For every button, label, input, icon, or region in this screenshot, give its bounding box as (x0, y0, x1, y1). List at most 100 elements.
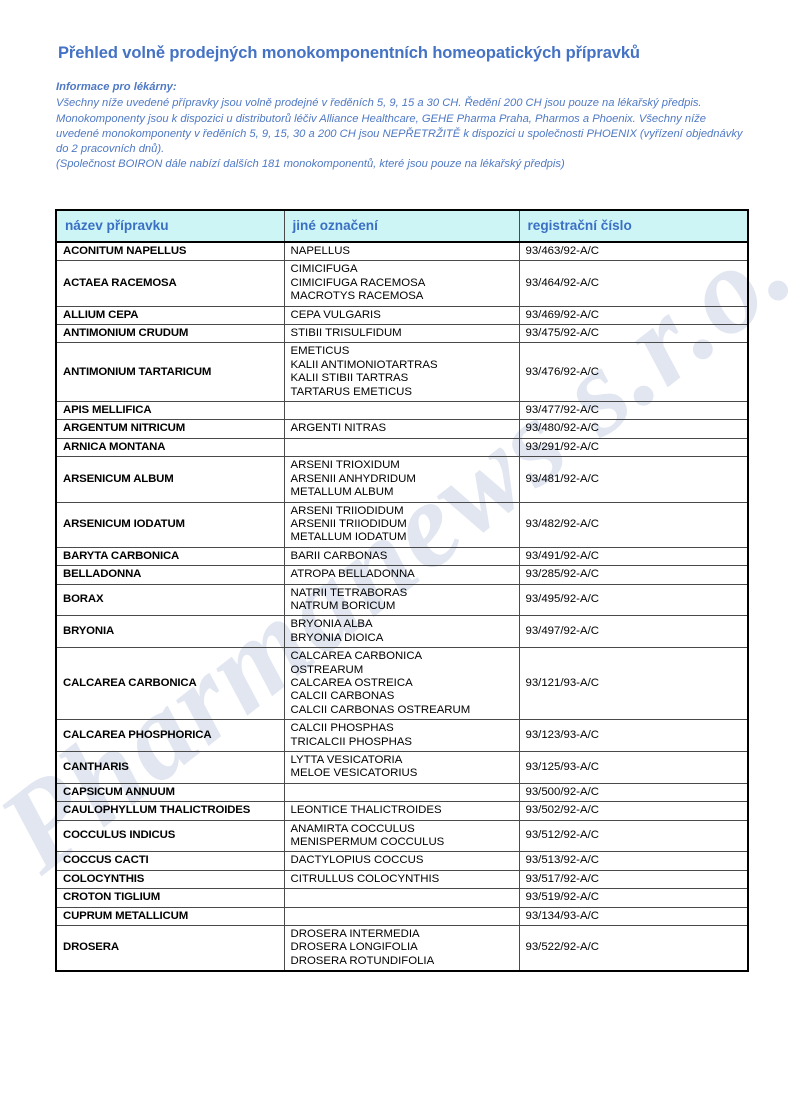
alternate-name-line: TRICALCII PHOSPHAS (290, 735, 413, 748)
cell-registration-number: 93/134/93-A/C (518, 906, 749, 927)
cell-alternate-names (283, 888, 520, 908)
column-header-registration: registrační číslo (518, 209, 749, 243)
alternate-name-line: ANAMIRTA COCCULUS (290, 822, 415, 835)
cell-alternate-names: BRYONIA ALBA BRYONIA DIOICA (283, 615, 520, 649)
cell-alternate-names: LYTTA VESICATORIA MELOE VESICATORIUS (283, 751, 520, 784)
cell-product-name: BRYONIA (55, 615, 285, 649)
cell-product-name: CALCAREA CARBONICA (55, 647, 285, 721)
alternate-name-line: CALCII CARBONAS OSTREARUM (290, 703, 471, 716)
homeopathic-products-table: název přípravku jiné označení registračn… (55, 209, 749, 973)
table-row: CROTON TIGLIUM 93/519/92-A/C (55, 888, 749, 908)
table-row: APIS MELLIFICA 93/477/92-A/C (55, 401, 749, 421)
cell-product-name: CAULOPHYLLUM THALICTROIDES (55, 801, 285, 821)
table-row: CANTHARIS LYTTA VESICATORIA MELOE VESICATO… (55, 751, 749, 784)
cell-product-name: COLOCYNTHIS (55, 869, 285, 890)
alternate-name-line: DROSERA INTERMEDIA (290, 928, 420, 941)
cell-registration-number: 93/123/93-A/C (518, 719, 749, 752)
cell-alternate-names: NATRII TETRABORAS NATRUM BORICUM (283, 583, 520, 617)
cell-registration-number: 93/463/92-A/C (518, 241, 749, 262)
cell-product-name: COCCULUS INDICUS (55, 819, 285, 853)
alternate-name-line: ARSENI TRIIODIDUM (290, 504, 404, 517)
table-row: COLOCYNTHIS CITRULLUS COLOCYNTHIS 93/517/9… (55, 869, 749, 890)
table-row: ANTIMONIUM CRUDUM STIBII TRISULFIDUM 93/47… (55, 324, 749, 344)
table-header: název přípravku jiné označení registračn… (55, 209, 749, 243)
cell-registration-number: 93/464/92-A/C (518, 260, 749, 307)
alternate-name-line: CITRULLUS COLOCYNTHIS (290, 872, 440, 885)
table-row: ACTAEA RACEMOSA CIMICIFUGA CIMICIFUGA RACE… (55, 260, 749, 307)
table-row: COCCUS CACTI DACTYLOPIUS COCCUS 93/513/92-… (55, 851, 749, 871)
table-row: ARGENTUM NITRICUM ARGENTI NITRAS 93/480/92… (55, 419, 749, 439)
drug-table-container: název přípravku jiné označení registračn… (55, 209, 749, 973)
alternate-name-line: CIMICIFUGA (290, 263, 358, 276)
alternate-name-line: METALLUM ALBUM (290, 486, 394, 499)
table-row: BELLADONNA ATROPA BELLADONNA 93/285/92-A/C (55, 565, 749, 585)
alternate-name-line: METALLUM IODATUM (290, 531, 407, 544)
cell-alternate-names: EMETICUS KALII ANTIMONIOTARTRAS KALII STIB… (283, 342, 520, 403)
table-row: BRYONIA BRYONIA ALBA BRYONIA DIOICA 93/497/… (55, 615, 749, 649)
alternate-name-line: TARTARUS EMETICUS (290, 385, 413, 398)
cell-product-name: CALCAREA PHOSPHORICA (55, 719, 285, 752)
table-row: ARSENICUM ALBUM ARSENI TRIOXIDUM ARSENII A… (55, 456, 749, 503)
cell-alternate-names: ARGENTI NITRAS (283, 419, 520, 439)
cell-product-name: ARSENICUM ALBUM (55, 456, 285, 503)
cell-alternate-names: CEPA VULGARIS (283, 305, 520, 326)
table-row: COCCULUS INDICUS ANAMIRTA COCCULUS MENISPE… (55, 819, 749, 853)
cell-product-name: BARYTA CARBONICA (55, 546, 285, 567)
cell-registration-number: 93/513/92-A/C (518, 851, 749, 871)
cell-registration-number: 93/121/93-A/C (518, 647, 749, 721)
cell-registration-number: 93/481/92-A/C (518, 456, 749, 503)
cell-registration-number: 93/291/92-A/C (518, 437, 749, 458)
cell-product-name: APIS MELLIFICA (55, 401, 285, 421)
cell-product-name: ALLIUM CEPA (55, 305, 285, 326)
alternate-name-line: MACROTYS RACEMOSA (290, 290, 424, 303)
alternate-name-line: OSTREARUM (290, 663, 364, 676)
cell-registration-number: 93/482/92-A/C (518, 501, 749, 548)
cell-product-name: ACONITUM NAPELLUS (55, 241, 285, 262)
cell-registration-number: 93/497/92-A/C (518, 615, 749, 649)
cell-alternate-names: CITRULLUS COLOCYNTHIS (283, 869, 520, 890)
table-row: BORAX NATRII TETRABORAS NATRUM BORICUM 93/4… (55, 583, 749, 617)
cell-registration-number: 93/469/92-A/C (518, 305, 749, 326)
cell-registration-number: 93/522/92-A/C (518, 925, 749, 972)
table-row: ACONITUM NAPELLUS NAPELLUS 93/463/92-A/C (55, 241, 749, 262)
cell-product-name: ACTAEA RACEMOSA (55, 260, 285, 307)
alternate-name-line: NATRII TETRABORAS (290, 586, 408, 599)
table-header-row: název přípravku jiné označení registračn… (55, 209, 749, 243)
pharmacy-information-block: Informace pro lékárny: Všechny níže uved… (56, 80, 750, 173)
cell-registration-number: 93/517/92-A/C (518, 869, 749, 890)
cell-product-name: ANTIMONIUM CRUDUM (55, 324, 285, 344)
table-row: CUPRUM METALLICUM 93/134/93-A/C (55, 906, 749, 927)
cell-alternate-names (283, 437, 520, 458)
alternate-name-line: BRYONIA ALBA (290, 618, 373, 631)
page-title: Přehled volně prodejných monokomponentní… (58, 44, 640, 63)
table-row: ALLIUM CEPA CEPA VULGARIS 93/469/92-A/C (55, 305, 749, 326)
cell-registration-number: 93/502/92-A/C (518, 801, 749, 821)
alternate-name-line: CALCAREA CARBONICA (290, 650, 423, 663)
alternate-name-line: CALCAREA OSTREICA (290, 676, 413, 689)
alternate-name-line: CALCII CARBONAS (290, 690, 395, 703)
alternate-name-line: EMETICUS (290, 345, 350, 358)
cell-alternate-names: DROSERA INTERMEDIA DROSERA LONGIFOLIA DROS… (283, 925, 520, 972)
cell-alternate-names: ARSENI TRIIODIDUM ARSENII TRIIODIDUM METAL… (283, 501, 520, 548)
cell-product-name: BORAX (55, 583, 285, 617)
alternate-name-line: ARSENII ANHYDRIDUM (290, 472, 416, 485)
alternate-name-line: LYTTA VESICATORIA (290, 754, 403, 766)
cell-product-name: CROTON TIGLIUM (55, 888, 285, 908)
alternate-name-line: NATRUM BORICUM (290, 599, 396, 612)
cell-alternate-names (283, 401, 520, 421)
cell-alternate-names (283, 782, 520, 803)
cell-product-name: ARNICA MONTANA (55, 437, 285, 458)
cell-alternate-names: ANAMIRTA COCCULUS MENISPERMUM COCCULUS (283, 819, 520, 853)
alternate-name-line: KALII STIBII TARTRAS (290, 372, 409, 385)
cell-registration-number: 93/480/92-A/C (518, 419, 749, 439)
alternate-name-line: ARGENTI NITRAS (290, 422, 387, 435)
cell-alternate-names: LEONTICE THALICTROIDES (283, 801, 520, 821)
cell-registration-number: 93/500/92-A/C (518, 782, 749, 803)
alternate-name-line: DACTYLOPIUS COCCUS (290, 854, 424, 867)
cell-alternate-names (283, 906, 520, 927)
alternate-name-line: KALII ANTIMONIOTARTRAS (290, 358, 438, 371)
alternate-name-line: DROSERA LONGIFOLIA (290, 941, 418, 954)
intro-note: (Společnost BOIRON dále nabízí dalších 1… (56, 158, 565, 171)
cell-registration-number: 93/477/92-A/C (518, 401, 749, 421)
